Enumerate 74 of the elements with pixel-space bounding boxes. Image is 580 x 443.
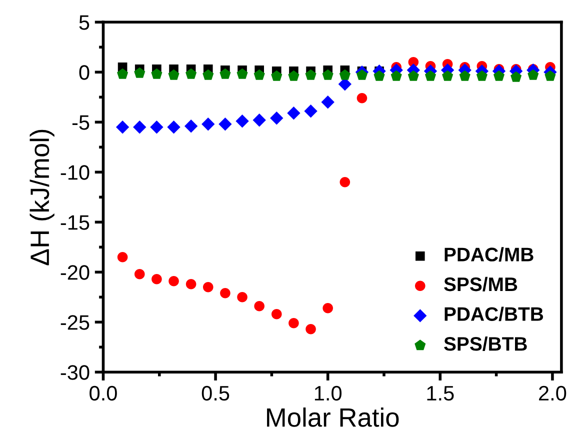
- y-tick-label: -15: [60, 215, 90, 230]
- point: [493, 70, 505, 81]
- point: [168, 276, 179, 286]
- x-tick-label: 1.5: [427, 386, 454, 401]
- point: [390, 70, 402, 81]
- point: [150, 120, 164, 134]
- point: [288, 318, 299, 328]
- x-tick-label: 0.0: [90, 386, 117, 401]
- point: [528, 69, 539, 80]
- x-tick-label: 0.5: [202, 386, 230, 401]
- point: [117, 252, 128, 262]
- point: [237, 292, 248, 302]
- x-tick-label: 2.0: [539, 386, 566, 401]
- point: [305, 69, 316, 80]
- y-tick-label: 5: [79, 15, 90, 30]
- point: [236, 114, 249, 128]
- point: [116, 120, 130, 134]
- point: [322, 302, 333, 314]
- point: [476, 70, 488, 81]
- point: [322, 69, 334, 80]
- y-tick-label: -20: [60, 265, 90, 280]
- point: [338, 78, 352, 91]
- point: [202, 118, 215, 131]
- point: [340, 176, 350, 188]
- point: [459, 70, 470, 81]
- point: [304, 104, 318, 118]
- point: [339, 69, 350, 80]
- point: [442, 70, 454, 81]
- point: [184, 120, 198, 133]
- y-tick-label: -30: [60, 365, 90, 380]
- point: [167, 120, 180, 134]
- point: [374, 70, 385, 81]
- point: [168, 69, 180, 80]
- point: [151, 68, 162, 79]
- point: [271, 308, 282, 320]
- point: [152, 274, 162, 284]
- point: [186, 278, 196, 290]
- point: [356, 92, 368, 104]
- point: [424, 70, 436, 81]
- point: [218, 118, 232, 131]
- point: [236, 68, 248, 79]
- x-axis-title: Molar Ratio: [267, 408, 399, 427]
- point: [117, 68, 128, 79]
- x-tick-label: 1.0: [314, 386, 342, 401]
- y-tick-label: -5: [72, 115, 90, 130]
- y-tick-label: -25: [60, 315, 90, 330]
- point: [186, 68, 197, 79]
- point: [356, 69, 368, 80]
- y-tick-label: -10: [60, 165, 90, 180]
- point: [254, 69, 265, 80]
- legend-label: PDAC/MB: [444, 247, 534, 262]
- point: [252, 114, 266, 127]
- point: [321, 96, 334, 109]
- point: [220, 288, 230, 298]
- point: [254, 300, 264, 312]
- point: [270, 112, 284, 125]
- point: [202, 282, 214, 292]
- point: [306, 324, 316, 334]
- point: [220, 68, 231, 79]
- point: [134, 67, 146, 78]
- point: [287, 106, 300, 120]
- point: [271, 70, 282, 81]
- point: [408, 70, 419, 81]
- legend-label: PDAC/BTB: [444, 306, 544, 322]
- legend-label: SPS/MB: [444, 276, 518, 292]
- y-axis-title: ΔH (kJ/mol): [30, 130, 54, 266]
- point: [288, 70, 300, 81]
- point: [544, 70, 556, 81]
- point: [202, 69, 214, 80]
- legend-label: SPS/BTB: [444, 336, 527, 351]
- y-tick-label: 0: [79, 65, 90, 80]
- point: [510, 71, 522, 82]
- point: [134, 268, 145, 280]
- point: [133, 120, 146, 134]
